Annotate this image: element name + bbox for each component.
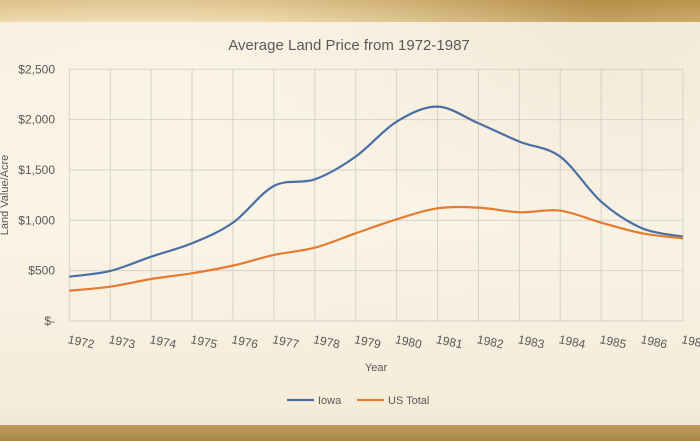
legend-label: Iowa	[318, 395, 342, 407]
x-tick-label: 1983	[517, 332, 546, 351]
x-tick-label: 1985	[599, 332, 628, 351]
chart-panel	[0, 22, 700, 425]
x-tick-label: 1986	[639, 332, 668, 351]
x-tick-label: 1981	[435, 332, 464, 351]
y-tick-labels: $- $500 $1,000 $1,500 $2,000 $2,500	[18, 62, 55, 328]
y-tick-label: $500	[28, 264, 55, 278]
y-tick-label: $2,000	[18, 113, 55, 127]
y-tick-label: $2,500	[18, 62, 55, 76]
x-tick-label: 1975	[189, 332, 218, 351]
series-lines	[69, 105, 684, 292]
x-tick-label: 1982	[476, 332, 505, 351]
x-tick-label: 1972	[67, 332, 96, 351]
x-tick-label: 1980	[394, 332, 423, 351]
series-line-iowa	[69, 105, 684, 278]
legend: Iowa US Total	[287, 395, 429, 407]
x-tick-labels: 1972 1973 1974 1975 1976 1977 1978 1979 1980 1981…	[67, 332, 700, 351]
legend-label: US Total	[388, 395, 429, 407]
x-axis-label: Year	[365, 362, 388, 374]
y-axis-label: Land Value/Acre	[0, 155, 11, 236]
x-tick-label: 1974	[149, 332, 178, 351]
chart-title: Average Land Price from 1972-1987	[228, 37, 470, 54]
series-line-us-total	[69, 205, 684, 292]
x-tick-label: 1977	[271, 332, 300, 351]
x-tick-label: 1976	[230, 332, 259, 351]
x-tick-label: 1987	[680, 332, 700, 351]
y-tick-label: $1,000	[18, 213, 55, 227]
x-tick-label: 1978	[312, 332, 341, 351]
y-tick-label: $1,500	[18, 163, 55, 177]
gridlines	[68, 68, 684, 322]
x-tick-label: 1979	[353, 332, 382, 351]
y-tick-label: $-	[44, 314, 55, 328]
x-tick-label: 1973	[108, 332, 137, 351]
x-tick-label: 1984	[558, 332, 587, 351]
